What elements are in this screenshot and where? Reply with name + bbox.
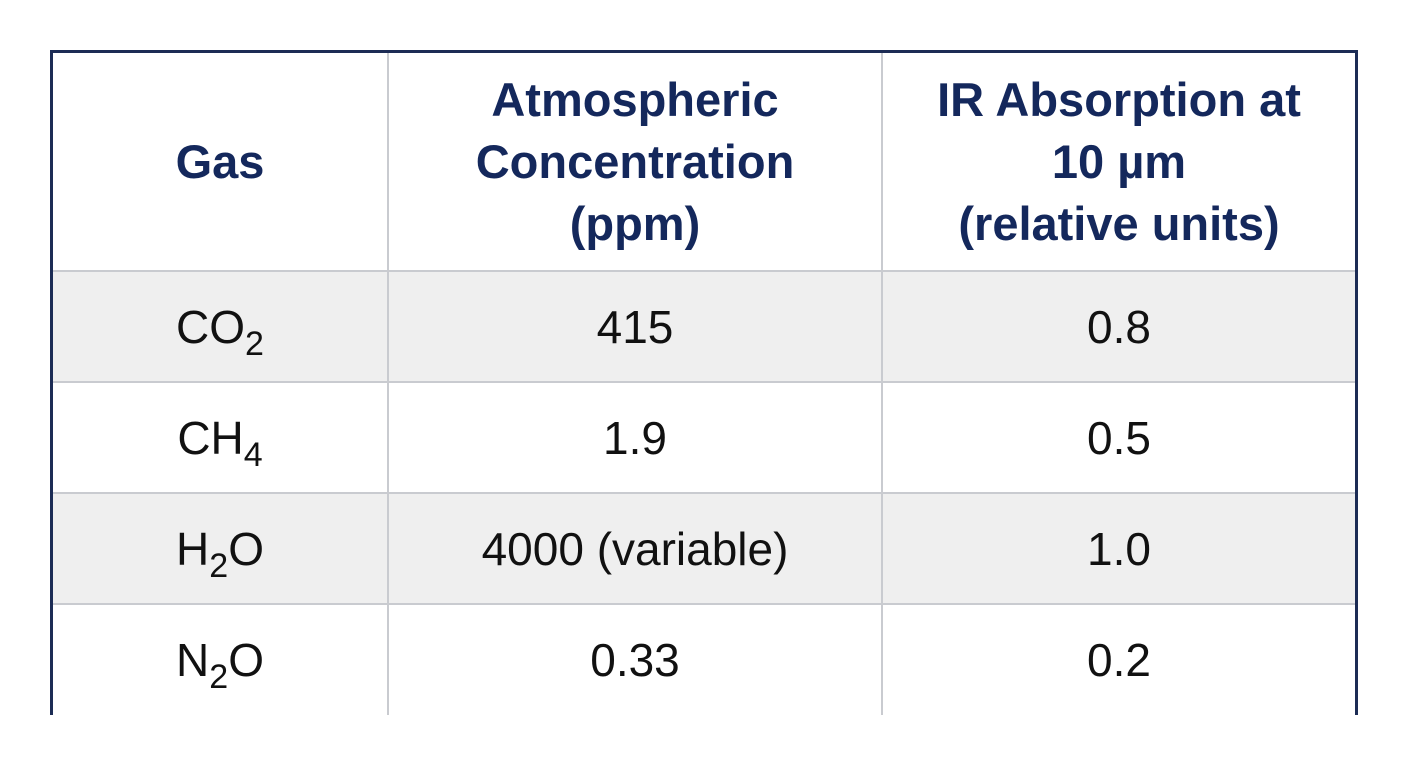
concentration-cell: 1.9 (387, 381, 883, 494)
formula-subscript: 2 (209, 546, 229, 585)
gas-formula: N2O (176, 634, 264, 694)
gas-cell: CO2 (53, 270, 389, 383)
header-absorption: IR Absorption at 10 µm (relative units) (881, 53, 1355, 272)
header-concentration-line: Concentration (475, 134, 795, 188)
header-gas: Gas (53, 53, 389, 272)
gas-absorption-table: Gas Atmospheric Concentration (ppm) IR A… (53, 53, 1355, 715)
header-gas-line: Gas (175, 134, 265, 188)
header-absorption-line: 10 µm (1051, 134, 1187, 188)
gas-formula: CH4 (177, 411, 262, 472)
header-row: Gas Atmospheric Concentration (ppm) IR A… (53, 53, 1355, 272)
formula-subscript: 2 (245, 324, 264, 363)
absorption-cell: 0.8 (881, 270, 1355, 383)
formula-main: CH (177, 411, 244, 464)
data-table-frame: Gas Atmospheric Concentration (ppm) IR A… (50, 50, 1358, 715)
formula-main: CO (176, 300, 246, 353)
absorption-cell: 0.2 (881, 603, 1355, 715)
gas-cell: H2O (53, 492, 389, 605)
concentration-cell: 4000 (variable) (387, 492, 883, 605)
formula-tail: O (228, 522, 264, 575)
header-absorption-line: (relative units) (958, 196, 1280, 250)
gas-cell: CH4 (53, 381, 389, 494)
formula-subscript: 4 (243, 435, 263, 474)
concentration-cell: 0.33 (387, 603, 883, 715)
gas-cell: N2O (53, 603, 389, 715)
absorption-cell: 1.0 (881, 492, 1355, 605)
header-concentration-line: Atmospheric (491, 72, 779, 126)
header-concentration: Atmospheric Concentration (ppm) (387, 53, 883, 272)
header-concentration-line: (ppm) (569, 196, 701, 250)
header-absorption-line: IR Absorption at (937, 72, 1301, 126)
concentration-cell: 415 (387, 270, 883, 383)
table-row: CO2 415 0.8 (53, 270, 1355, 383)
absorption-cell: 0.5 (881, 381, 1355, 494)
table-row: H2O 4000 (variable) 1.0 (53, 492, 1355, 605)
formula-tail: O (228, 634, 264, 686)
formula-main: N (176, 634, 210, 686)
table-row: N2O 0.33 0.2 (53, 603, 1355, 715)
gas-formula: H2O (176, 522, 264, 583)
formula-main: H (176, 522, 210, 575)
gas-formula: CO2 (176, 300, 264, 361)
formula-subscript: 2 (209, 658, 229, 696)
table-row: CH4 1.9 0.5 (53, 381, 1355, 494)
